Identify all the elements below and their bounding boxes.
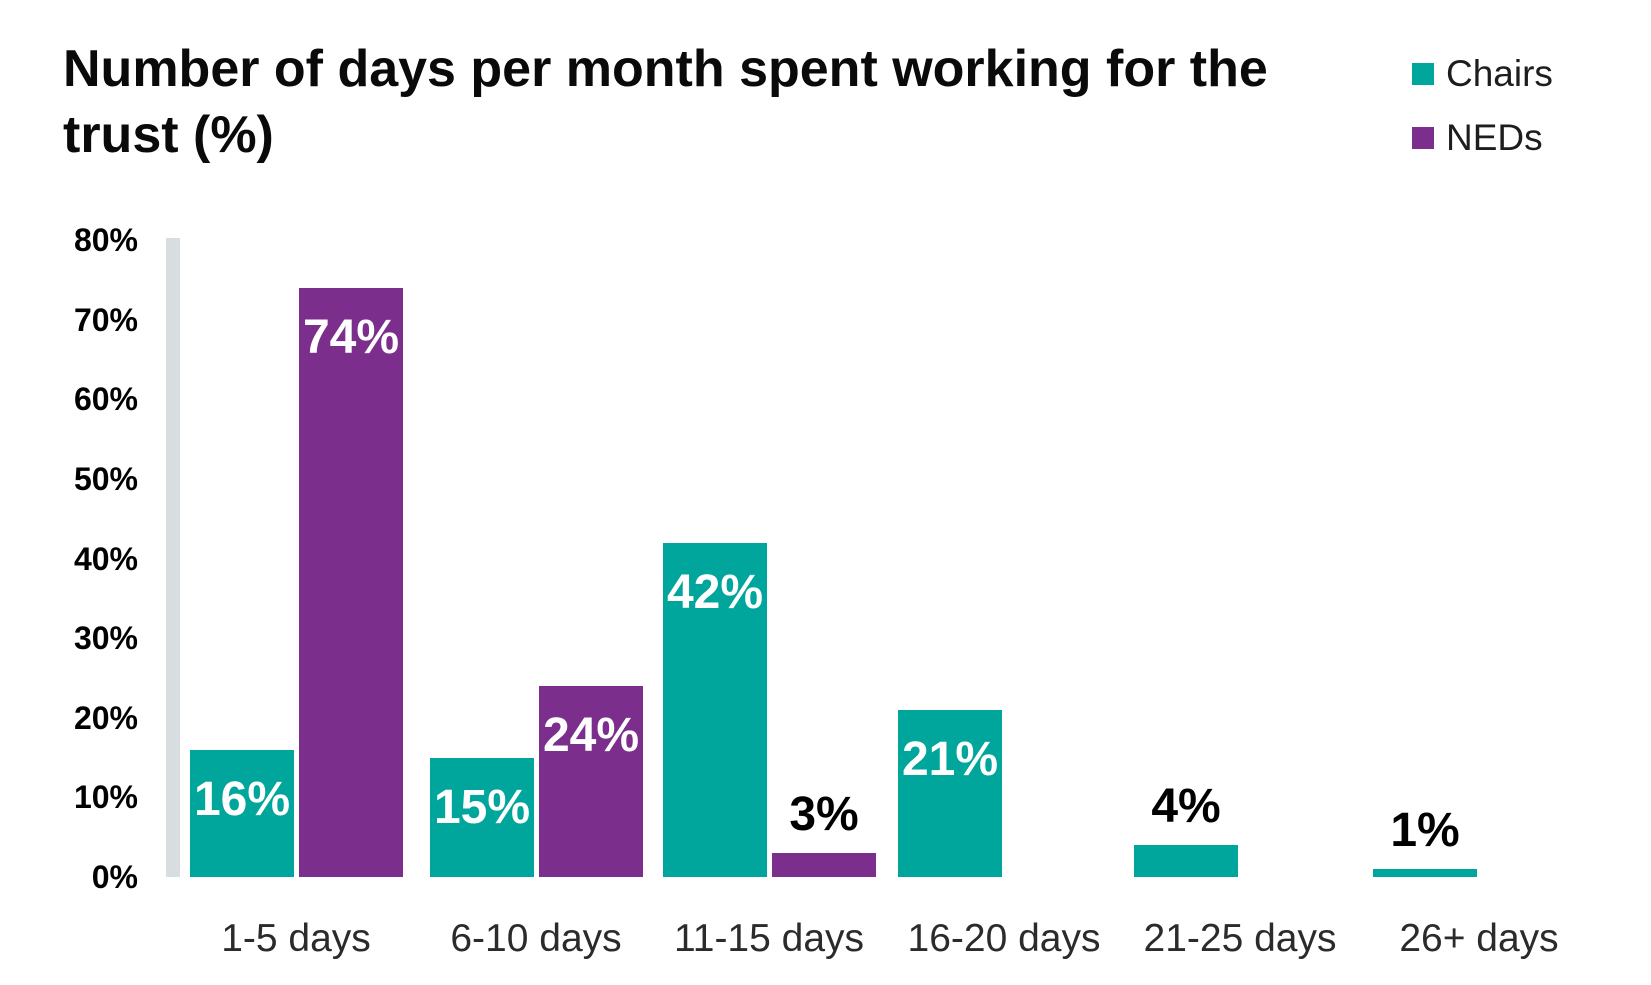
bar-neds-1-5-days — [299, 287, 403, 877]
data-label-neds-1-5-days: 74% — [302, 310, 400, 364]
bar-chairs-21-25-days — [1134, 845, 1238, 877]
neds-swatch-icon — [1412, 127, 1434, 149]
chart-title: Number of days per month spent working f… — [63, 36, 1268, 168]
y-axis-tick-label-40: 40% — [73, 540, 138, 577]
bar-chairs-11-15-days — [663, 542, 767, 877]
data-label-chairs-1-5-days: 16% — [193, 772, 291, 826]
data-label-chairs-21-25-days: 4% — [1151, 780, 1221, 834]
x-axis-label-6-10-days: 6-10 days — [450, 917, 622, 960]
bar-chairs-1-5-days — [190, 749, 294, 877]
legend-item-chairs: Chairs — [1412, 53, 1553, 94]
y-axis-tick-label-10: 10% — [73, 779, 138, 816]
x-axis-label-11-15-days: 11-15 days — [673, 917, 865, 960]
x-axis-label-16-20-days: 16-20 days — [907, 917, 1101, 960]
x-axis-label-21-25-days: 21-25 days — [1143, 917, 1337, 960]
data-label-neds-11-15-days: 3% — [789, 788, 859, 842]
bar-chairs-26-days — [1373, 869, 1477, 877]
legend-label-chairs: Chairs — [1446, 53, 1553, 94]
x-axis-label-1-5-days: 1-5 days — [221, 917, 371, 960]
data-label-chairs-6-10-days: 15% — [433, 780, 531, 834]
y-axis-tick-label-60: 60% — [73, 381, 138, 418]
data-label-chairs-11-15-days: 42% — [666, 565, 764, 619]
y-axis-tick-label-30: 30% — [73, 620, 138, 657]
data-label-neds-6-10-days: 24% — [542, 708, 640, 762]
legend: Chairs NEDs — [1412, 53, 1553, 186]
bar-neds-11-15-days — [772, 853, 876, 877]
bar-chairs-6-10-days — [430, 757, 534, 877]
chart-title-line-1: Number of days per month spent working f… — [63, 40, 1268, 98]
y-axis-tick-label-70: 70% — [73, 301, 138, 338]
x-axis-label-26-days: 26+ days — [1399, 917, 1559, 960]
data-label-chairs-16-20-days: 21% — [901, 732, 999, 786]
bar-neds-6-10-days — [539, 685, 643, 877]
y-axis-tick-label-0: 0% — [91, 859, 138, 895]
y-axis-bar — [166, 238, 180, 877]
bar-chairs-16-20-days — [898, 709, 1002, 877]
legend-label-neds: NEDs — [1446, 117, 1543, 158]
y-axis-tick-label-80: 80% — [73, 222, 138, 258]
y-axis-tick-label-20: 20% — [73, 699, 138, 736]
legend-item-neds: NEDs — [1412, 117, 1553, 158]
chairs-swatch-icon — [1412, 63, 1434, 85]
chart-title-line-2: trust (%) — [63, 106, 274, 164]
y-axis-tick-label-50: 50% — [73, 460, 138, 497]
data-label-chairs-26-days: 1% — [1390, 804, 1460, 858]
